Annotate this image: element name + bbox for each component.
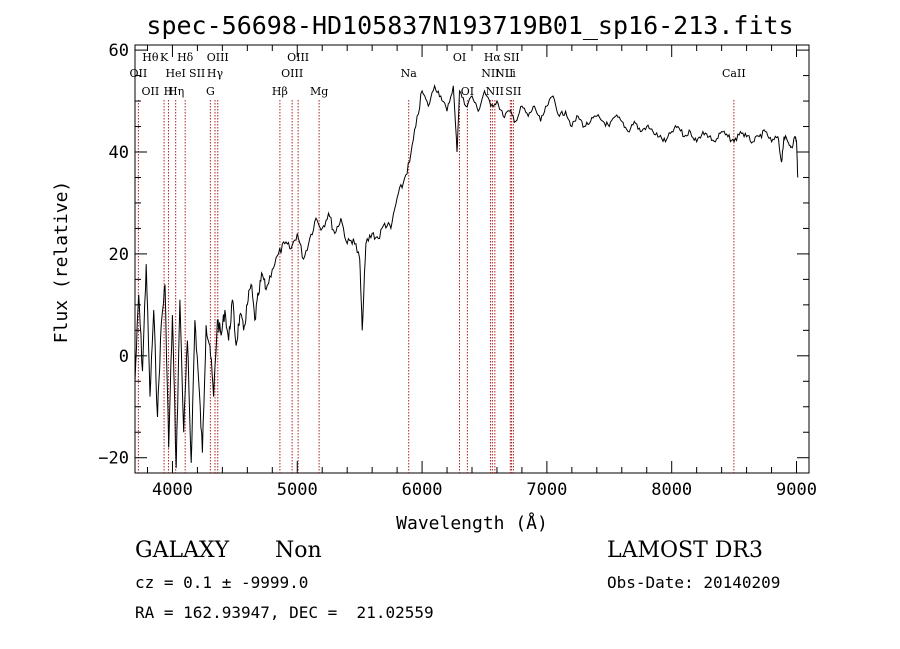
y-tick-label: −20 [98,449,129,469]
x-tick-label: 8000 [651,480,692,500]
y-axis-ticks: −20 0 20 40 60 [98,41,809,469]
emission-line-label: Hβ [272,85,288,98]
emission-line-label: CaII [722,67,746,80]
emission-line-label: Hγ [207,67,224,80]
x-tick-label: 4000 [152,480,193,500]
emission-line-label: K [160,51,169,64]
emission-line-label: Hδ [177,51,194,64]
survey-name: LAMOST DR3 [607,538,763,563]
emission-line-label: Hθ [142,51,159,64]
emission-line-label: G [206,85,215,98]
emission-line-label: OII [130,67,148,80]
emission-line-label: NII [481,67,499,80]
emission-line-label: NII [486,85,504,98]
y-tick-label: 20 [109,245,129,265]
emission-line-label: OIII [287,51,309,64]
x-axis-label: Wavelength (Å) [396,512,548,534]
x-tick-label: 6000 [402,480,443,500]
redshift-cz: cz = 0.1 ± -9999.0 [135,573,309,592]
plot-frame [134,44,810,474]
object-subclass: Non [275,538,322,563]
x-axis-ticks: 4000 5000 6000 7000 8000 9000 [146,45,817,500]
spectrum-series-line [134,83,799,468]
ra-dec-coordinates: RA = 162.93947, DEC = 21.02559 [135,603,434,622]
emission-line-label: HeI [165,67,185,80]
y-tick-label: 0 [119,347,129,367]
emission-line-label: OI [461,85,474,98]
emission-line-label: OII [142,85,160,98]
emission-line-label: Li [505,67,516,80]
emission-line-label: SII [505,85,521,98]
x-tick-label: 5000 [277,480,318,500]
x-tick-label: 7000 [526,480,567,500]
emission-line-label: OIII [207,51,229,64]
emission-line-label: Na [401,67,418,80]
emission-line-label: NII [495,67,513,80]
chart-title: spec-56698-HD105837N193719B01_sp16-213.f… [146,11,793,40]
x-tick-label: 9000 [776,480,817,500]
emission-line-label: OI [453,51,466,64]
y-tick-label: 60 [109,41,129,61]
emission-line-label: H [164,85,174,98]
emission-line-label: OIII [281,67,303,80]
emission-line-label: Hη [168,85,184,98]
observation-date: Obs-Date: 20140209 [607,573,781,592]
emission-line-markers [137,100,735,473]
emission-line-label: Mg [310,85,328,98]
y-tick-label: 40 [109,143,129,163]
y-axis-label: Flux (relative) [51,181,72,344]
object-class: GALAXY [135,538,230,563]
emission-line-label: SII [503,51,519,64]
emission-line-labels: OII K H HeI Hδ G Hγ OIII Hβ OIII OIII Mg Na OI OI NII Hα… [130,51,746,98]
emission-line-label: Hα [484,51,502,64]
emission-line-label: SII [189,67,205,80]
